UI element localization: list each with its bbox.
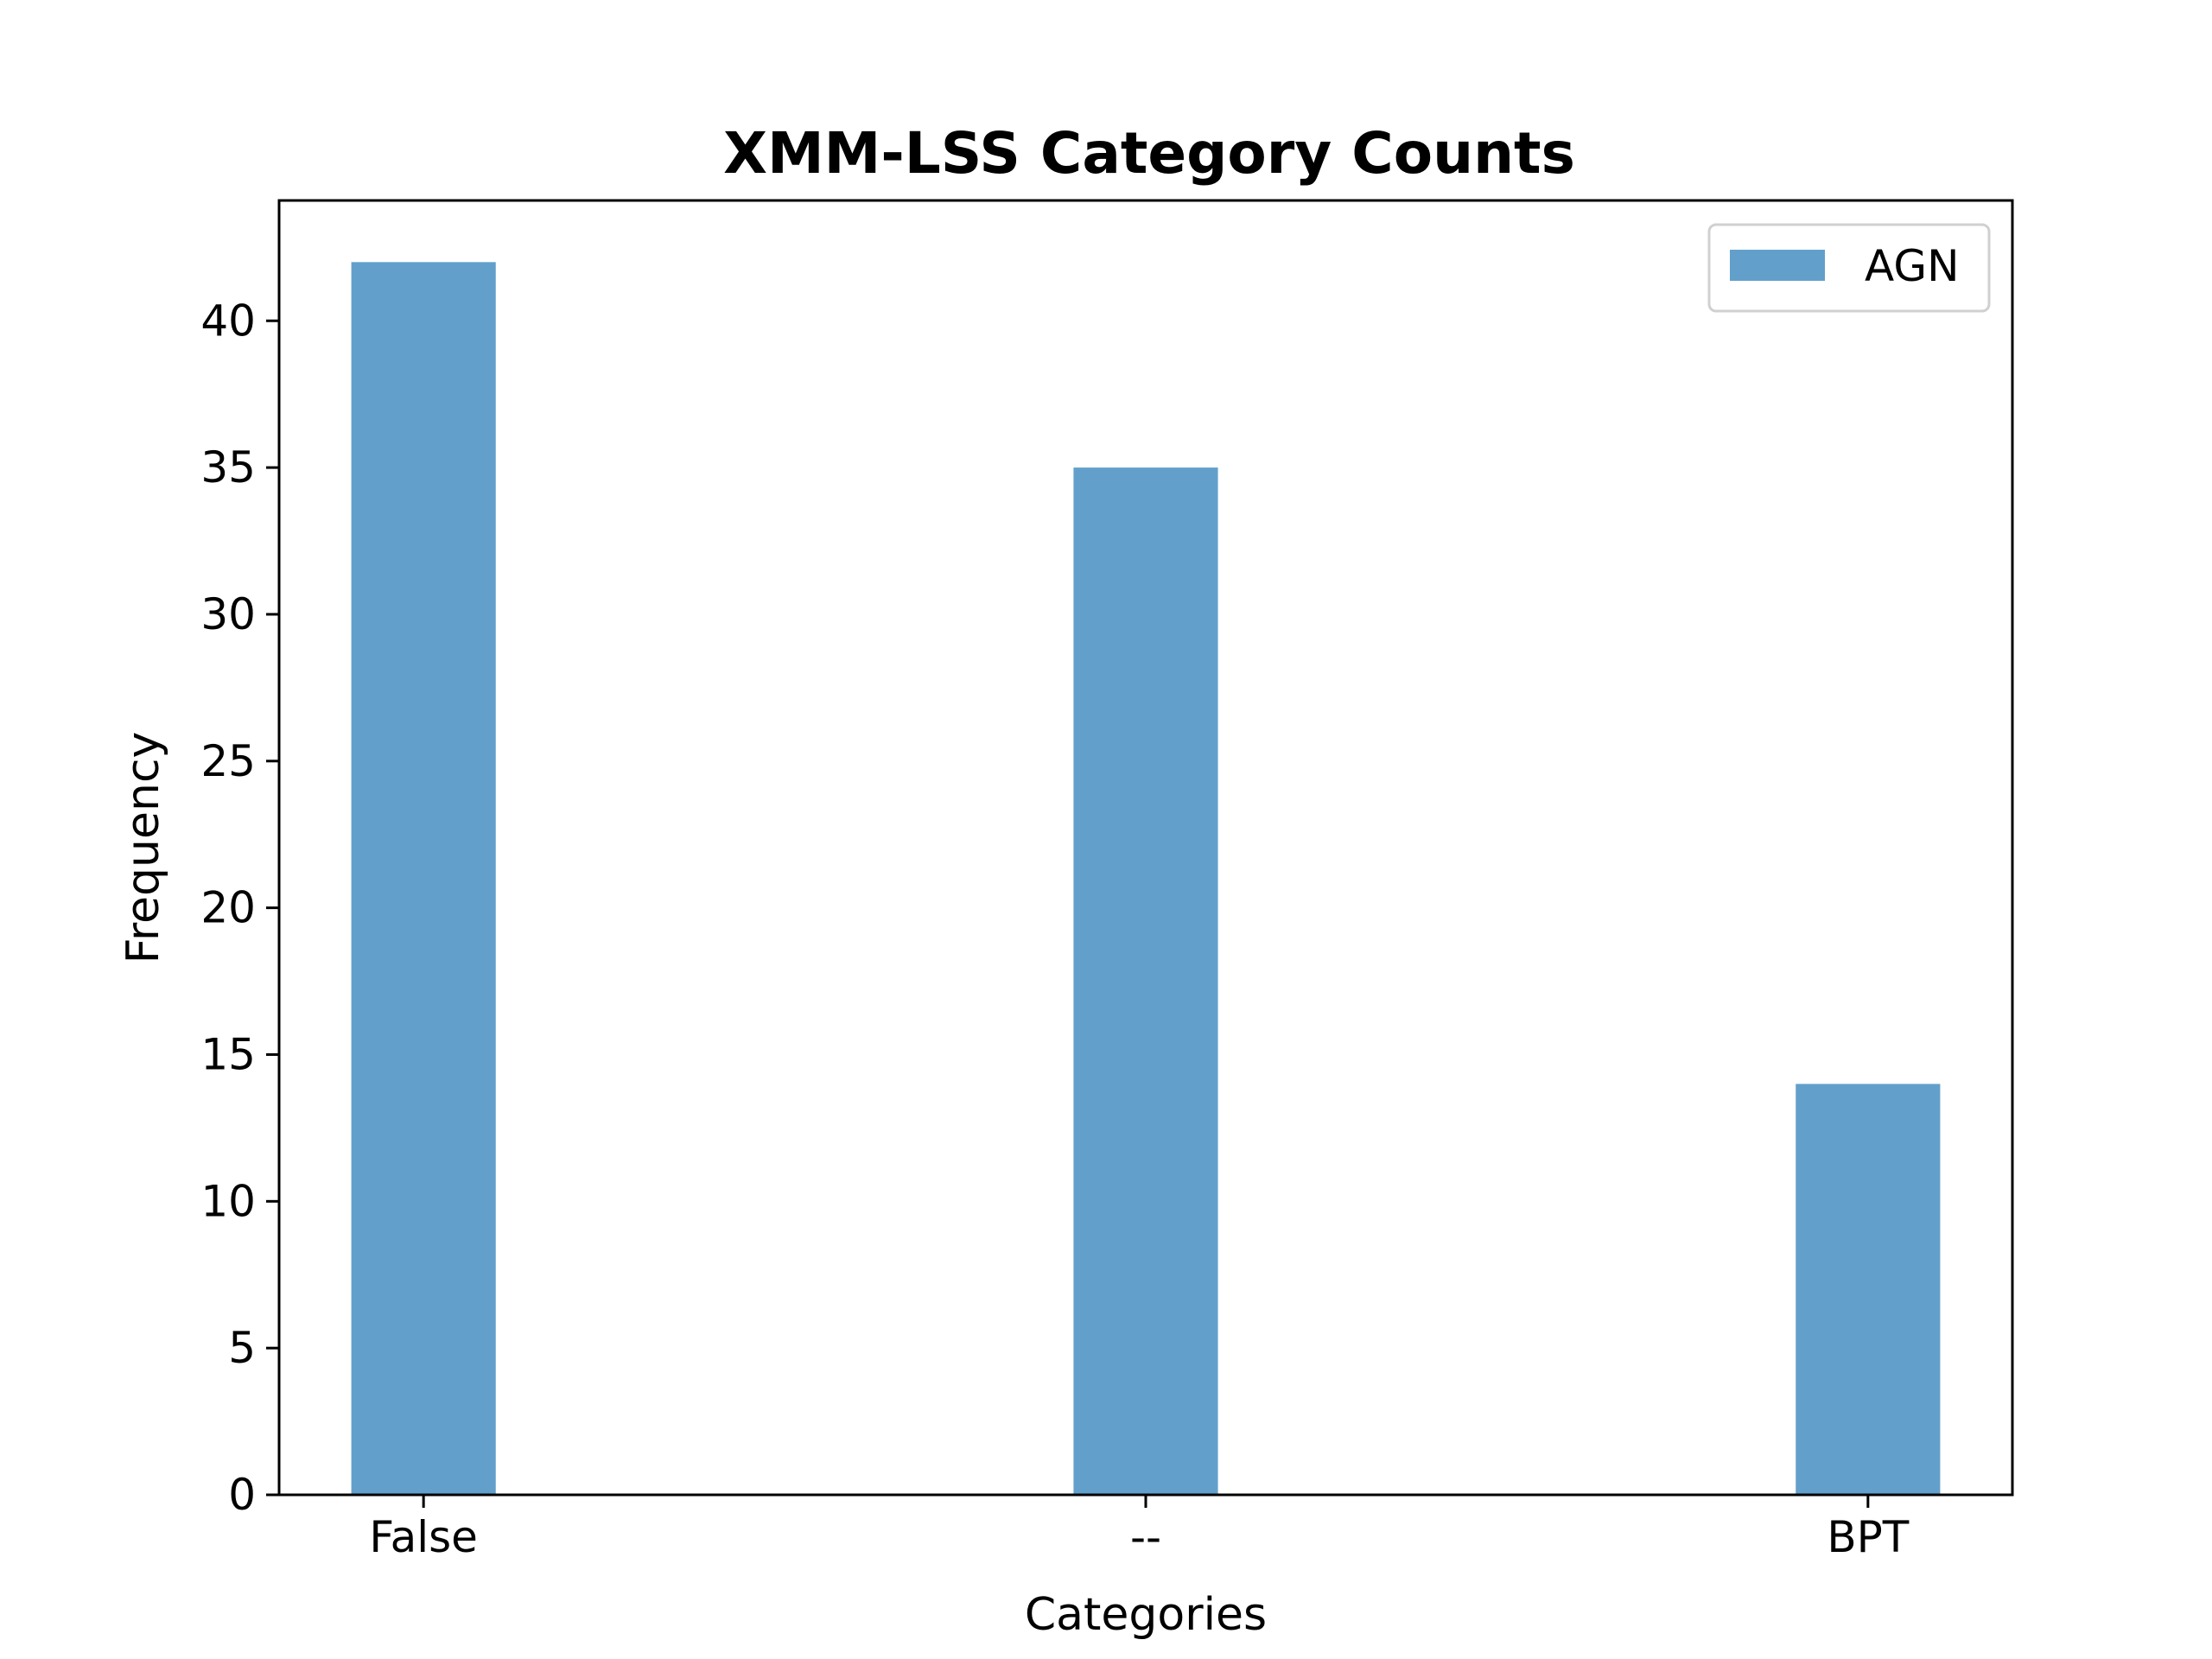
y-tick-label-0: 0 [228, 1470, 256, 1520]
y-tick-label-6: 30 [200, 589, 256, 639]
bars-group [351, 262, 1941, 1495]
bar-0 [351, 262, 496, 1495]
legend-swatch-agn [1730, 250, 1825, 281]
legend-frame [1707, 223, 1991, 313]
x-tick-label-1: -- [1130, 1512, 1161, 1562]
y-tick-label-7: 35 [200, 442, 256, 493]
x-tick-label-2: BPT [1827, 1512, 1909, 1562]
chart-title: XMM-LSS Category Counts [723, 120, 1575, 187]
bar-1 [1073, 467, 1218, 1495]
y-tick-label-3: 15 [200, 1029, 256, 1079]
x-axis-label: Categories [1025, 1589, 1267, 1641]
y-tick-label-5: 25 [200, 736, 256, 786]
y-tick-label-1: 5 [228, 1323, 256, 1373]
y-axis-label: Frequency [118, 732, 169, 964]
y-tick-label-2: 10 [200, 1176, 256, 1226]
bar-2 [1796, 1084, 1941, 1495]
y-tick-label-8: 40 [200, 296, 256, 346]
x-tick-label-0: False [369, 1512, 478, 1562]
y-axis: 0 5 10 15 20 25 30 35 40 [200, 296, 279, 1520]
legend: AGN [1707, 223, 1991, 313]
x-axis: False -- BPT [369, 1495, 1910, 1562]
y-tick-label-4: 20 [200, 883, 256, 933]
legend-label-agn: AGN [1865, 241, 1959, 291]
